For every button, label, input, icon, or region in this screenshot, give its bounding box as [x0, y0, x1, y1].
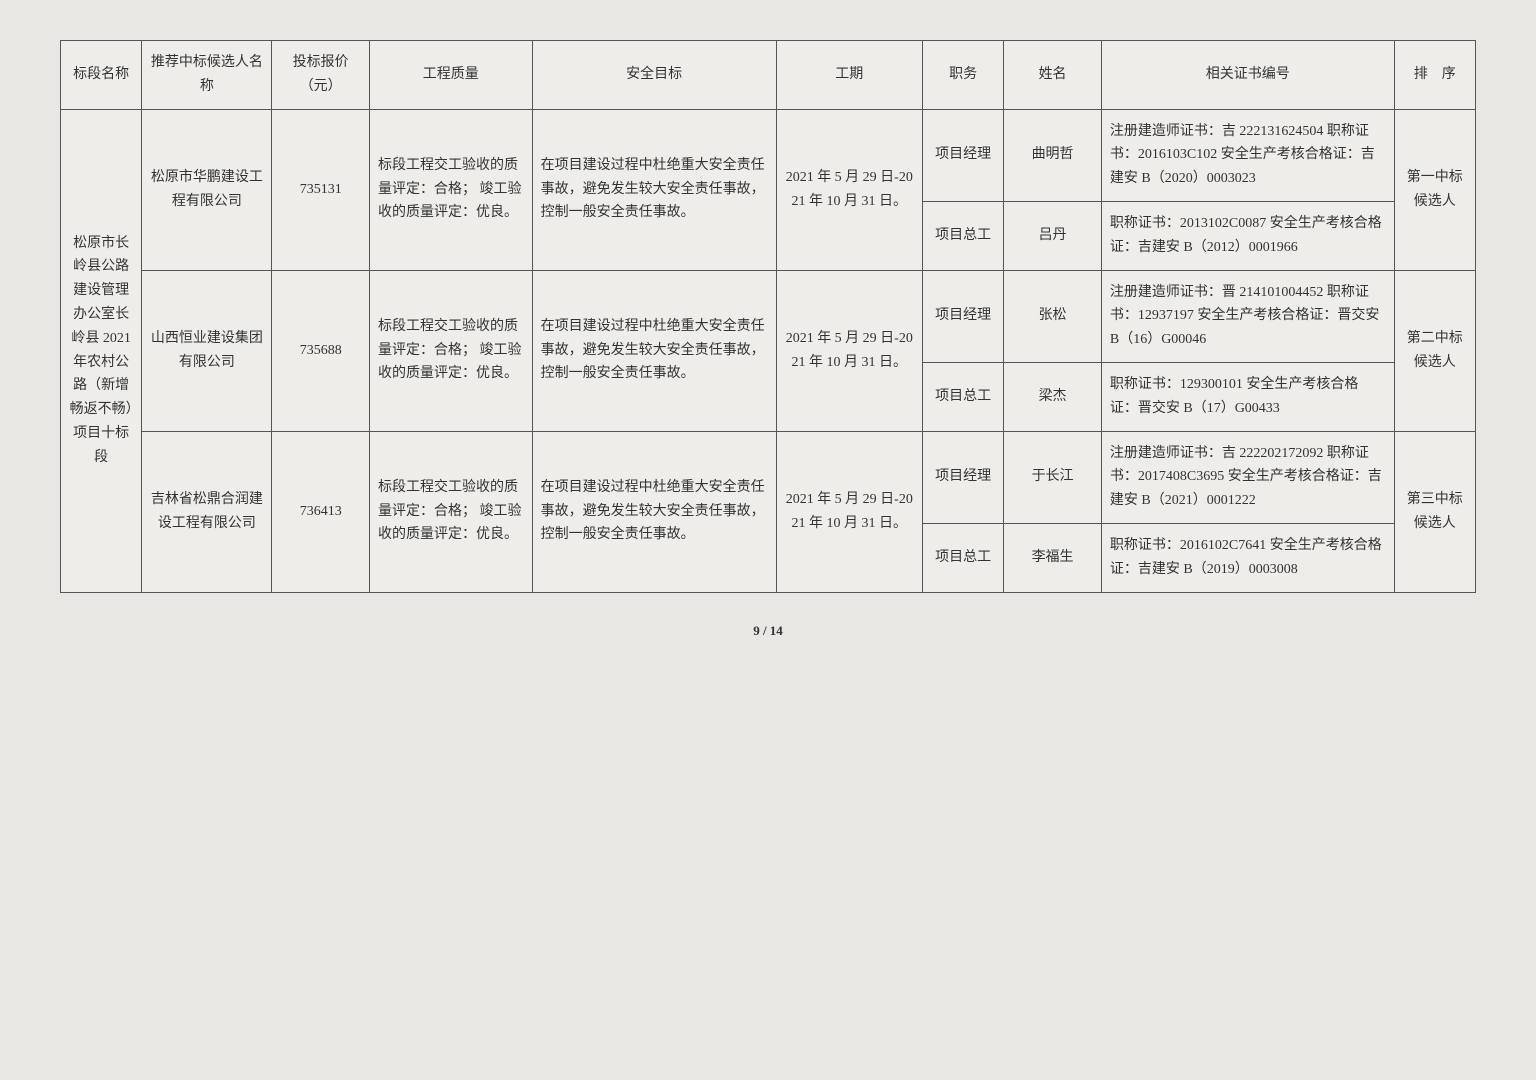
- hdr-quality: 工程质量: [369, 41, 532, 110]
- section-name: 松原市长岭县公路建设管理办公室长岭县 2021 年农村公路（新增畅返不畅）项目十…: [61, 109, 142, 592]
- role: 项目总工: [922, 523, 1003, 592]
- cert: 职称证书：2016102C7641 安全生产考核合格证：吉建安 B（2019）0…: [1101, 523, 1394, 592]
- hdr-name: 姓名: [1004, 41, 1102, 110]
- person-name: 曲明哲: [1004, 109, 1102, 201]
- quality: 标段工程交工验收的质量评定：合格； 竣工验收的质量评定：优良。: [369, 270, 532, 431]
- cert: 职称证书：2013102C0087 安全生产考核合格证：吉建安 B（2012）0…: [1101, 201, 1394, 270]
- bid-price: 735131: [272, 109, 370, 270]
- rank: 第一中标候选人: [1394, 109, 1475, 270]
- person-name: 梁杰: [1004, 362, 1102, 431]
- hdr-rank: 排 序: [1394, 41, 1475, 110]
- period: 2021 年 5 月 29 日-2021 年 10 月 31 日。: [776, 109, 922, 270]
- safety: 在项目建设过程中杜绝重大安全责任事故，避免发生较大安全责任事故，控制一般安全责任…: [532, 109, 776, 270]
- role: 项目经理: [922, 270, 1003, 362]
- quality: 标段工程交工验收的质量评定：合格； 竣工验收的质量评定：优良。: [369, 431, 532, 592]
- hdr-role: 职务: [922, 41, 1003, 110]
- rank: 第二中标候选人: [1394, 270, 1475, 431]
- bid-price: 735688: [272, 270, 370, 431]
- person-name: 于长江: [1004, 431, 1102, 523]
- bid-price: 736413: [272, 431, 370, 592]
- bid-table: 标段名称 推荐中标候选人名称 投标报价（元） 工程质量 安全目标 工期 职务 姓…: [60, 40, 1476, 593]
- hdr-price: 投标报价（元）: [272, 41, 370, 110]
- person-name: 吕丹: [1004, 201, 1102, 270]
- person-name: 张松: [1004, 270, 1102, 362]
- cert: 注册建造师证书：晋 214101004452 职称证书：12937197 安全生…: [1101, 270, 1394, 362]
- table-row: 吉林省松鼎合润建设工程有限公司 736413 标段工程交工验收的质量评定：合格；…: [61, 431, 1476, 523]
- header-row: 标段名称 推荐中标候选人名称 投标报价（元） 工程质量 安全目标 工期 职务 姓…: [61, 41, 1476, 110]
- hdr-section: 标段名称: [61, 41, 142, 110]
- bidder-name: 吉林省松鼎合润建设工程有限公司: [142, 431, 272, 592]
- role: 项目总工: [922, 362, 1003, 431]
- hdr-cert: 相关证书编号: [1101, 41, 1394, 110]
- bidder-name: 山西恒业建设集团有限公司: [142, 270, 272, 431]
- safety: 在项目建设过程中杜绝重大安全责任事故，避免发生较大安全责任事故，控制一般安全责任…: [532, 270, 776, 431]
- quality: 标段工程交工验收的质量评定：合格； 竣工验收的质量评定：优良。: [369, 109, 532, 270]
- cert: 职称证书：129300101 安全生产考核合格证：晋交安 B（17）G00433: [1101, 362, 1394, 431]
- hdr-bidder: 推荐中标候选人名称: [142, 41, 272, 110]
- safety: 在项目建设过程中杜绝重大安全责任事故，避免发生较大安全责任事故，控制一般安全责任…: [532, 431, 776, 592]
- hdr-safety: 安全目标: [532, 41, 776, 110]
- bidder-name: 松原市华鹏建设工程有限公司: [142, 109, 272, 270]
- role: 项目经理: [922, 109, 1003, 201]
- table-row: 山西恒业建设集团有限公司 735688 标段工程交工验收的质量评定：合格； 竣工…: [61, 270, 1476, 362]
- cert: 注册建造师证书：吉 222131624504 职称证书：2016103C102 …: [1101, 109, 1394, 201]
- cert: 注册建造师证书：吉 222202172092 职称证书：2017408C3695…: [1101, 431, 1394, 523]
- role: 项目经理: [922, 431, 1003, 523]
- period: 2021 年 5 月 29 日-2021 年 10 月 31 日。: [776, 431, 922, 592]
- rank: 第三中标候选人: [1394, 431, 1475, 592]
- person-name: 李福生: [1004, 523, 1102, 592]
- period: 2021 年 5 月 29 日-2021 年 10 月 31 日。: [776, 270, 922, 431]
- hdr-period: 工期: [776, 41, 922, 110]
- page-number: 9 / 14: [60, 623, 1476, 639]
- role: 项目总工: [922, 201, 1003, 270]
- table-row: 松原市长岭县公路建设管理办公室长岭县 2021 年农村公路（新增畅返不畅）项目十…: [61, 109, 1476, 201]
